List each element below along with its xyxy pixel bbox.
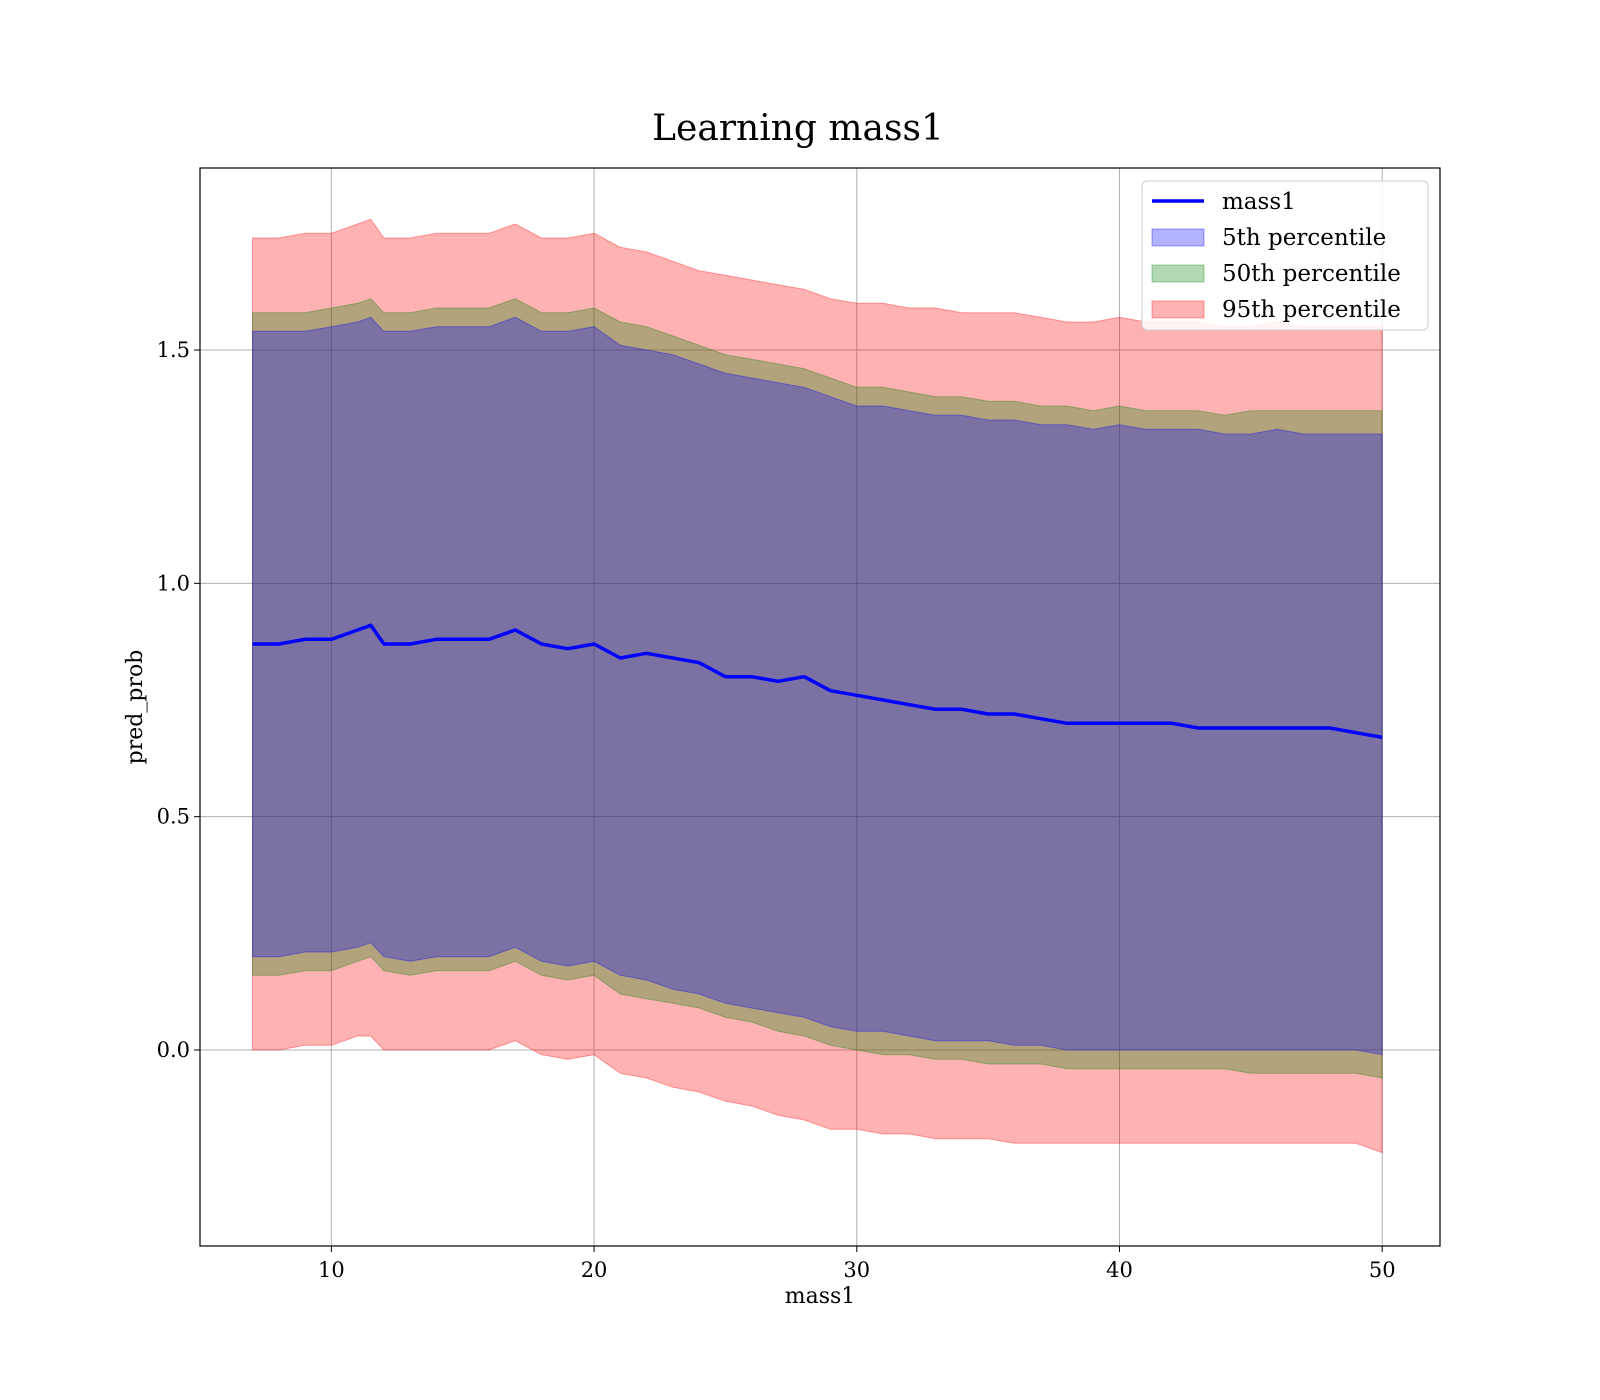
- series-line-mass1: [252, 623, 1383, 740]
- legend-band-swatch: [1151, 264, 1205, 283]
- x-tick-label: 30: [843, 1258, 870, 1282]
- legend-label: 5th percentile: [1222, 225, 1386, 251]
- legend-box: [1141, 180, 1429, 331]
- legend-label: 95th percentile: [1222, 297, 1401, 323]
- series-lines: [252, 623, 1383, 740]
- x-tick-label: 50: [1369, 1258, 1396, 1282]
- x-tick-label: 20: [581, 1258, 608, 1282]
- y-tick-label: 0.5: [157, 805, 190, 829]
- legend-label: 50th percentile: [1222, 261, 1401, 287]
- band-5th-percentile: [252, 316, 1383, 1056]
- x-axis-label: mass1: [785, 1284, 856, 1309]
- legend-band-swatch: [1151, 228, 1205, 247]
- legend-band-swatch: [1151, 300, 1205, 319]
- x-tick-label: 40: [1106, 1258, 1133, 1282]
- y-tick-label: 0.0: [157, 1038, 190, 1062]
- band-50th-percentile: [252, 298, 1383, 1079]
- legend: mass1 5th percentile 50th percentile 95th p…: [1141, 180, 1429, 331]
- grid: [200, 168, 1440, 1246]
- band-95th-percentile: [252, 218, 1383, 1154]
- y-tick-label: 1.5: [157, 338, 190, 362]
- y-axis-ticks: 0.0 0.5 1.0 1.5: [157, 338, 200, 1062]
- y-axis-label: pred_prob: [123, 650, 148, 765]
- plot-frame: [199, 167, 1441, 1247]
- percentile-bands: [252, 218, 1383, 1154]
- legend-label: mass1: [1222, 189, 1296, 215]
- chart-title: Learning mass1: [652, 108, 944, 149]
- x-tick-label: 10: [318, 1258, 345, 1282]
- x-axis-ticks: 10 20 30 40 50: [318, 1246, 1396, 1282]
- y-tick-label: 1.0: [157, 571, 190, 595]
